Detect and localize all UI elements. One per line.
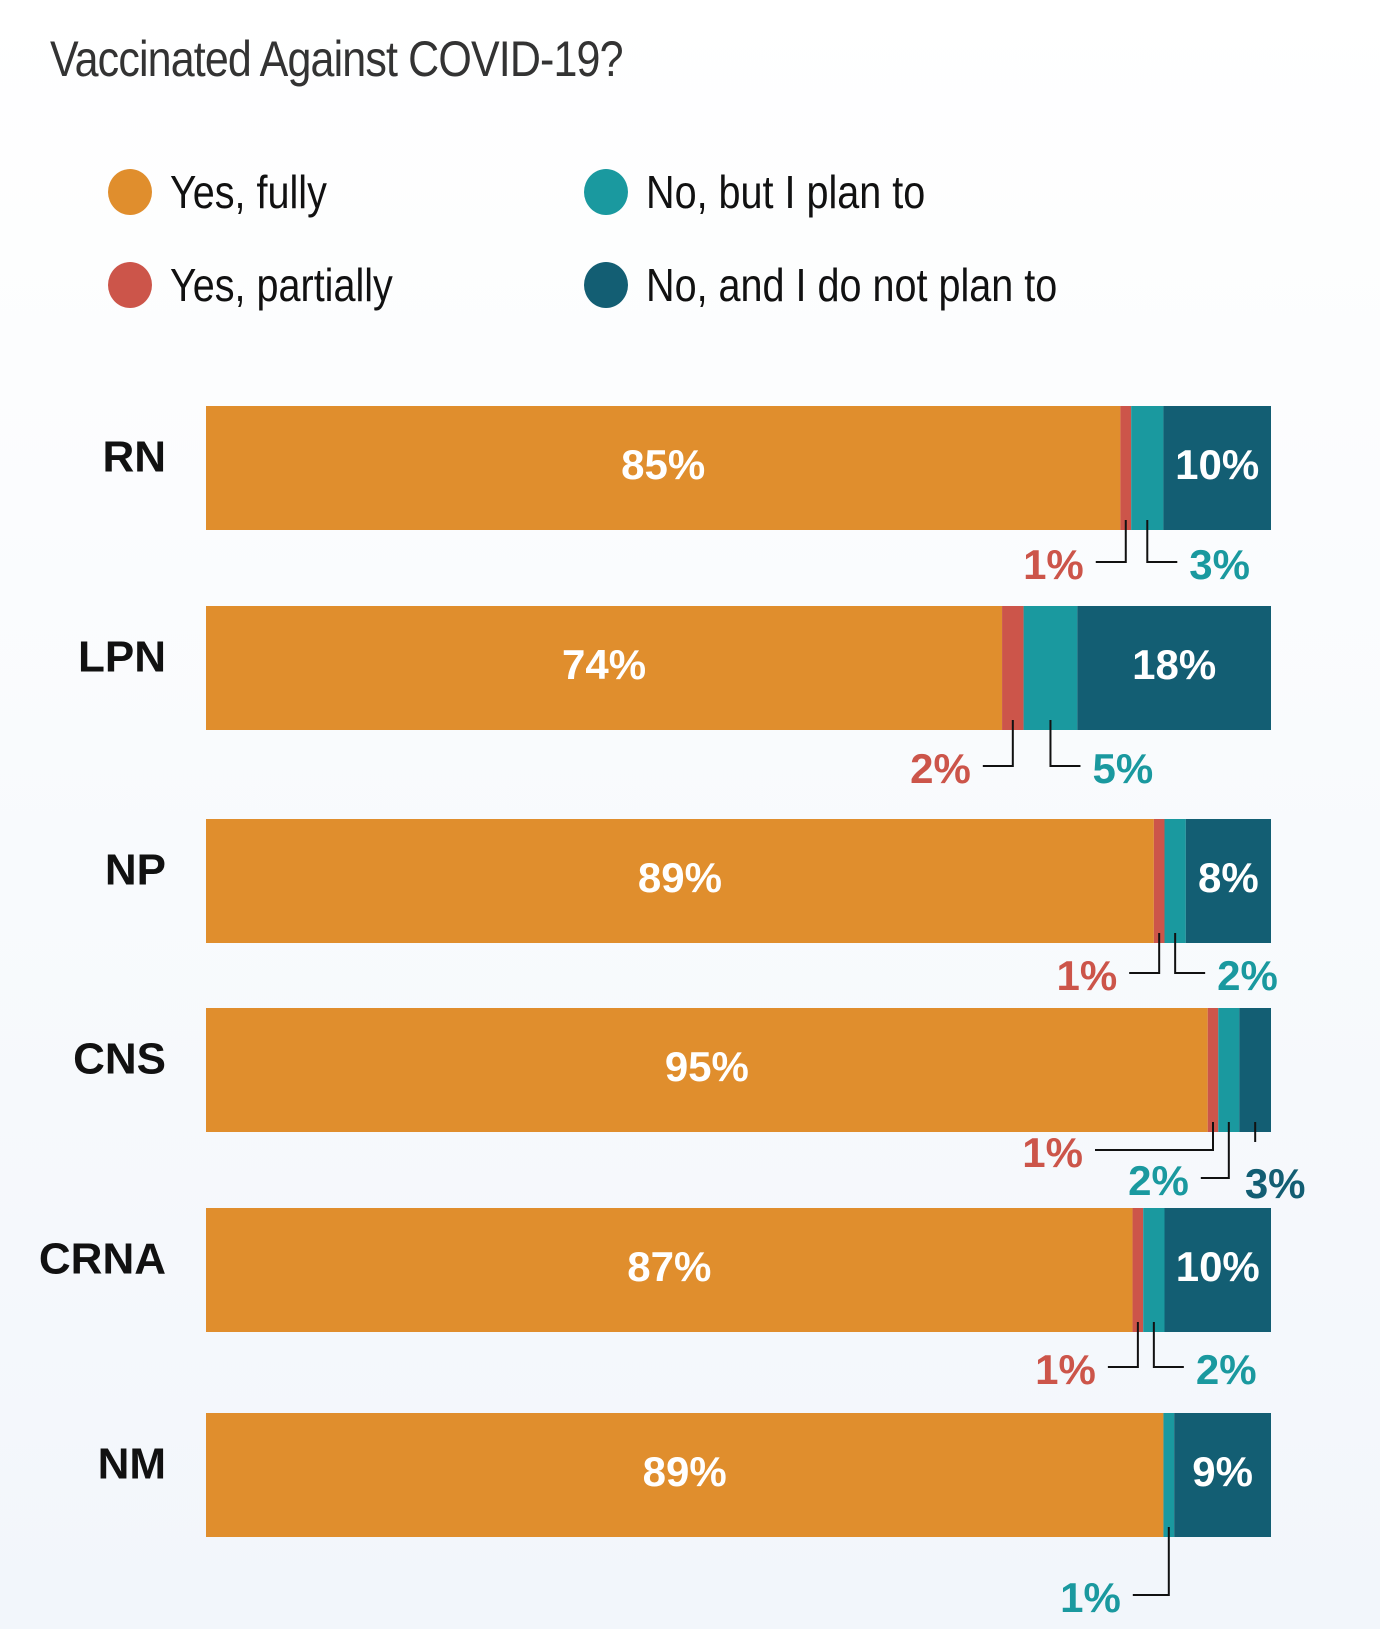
bar-segment: [1002, 606, 1024, 730]
bar-segment: [206, 1208, 1133, 1332]
leader-line: [1200, 1122, 1230, 1179]
bar-segment: [1143, 1208, 1165, 1332]
legend-label: Yes, partially: [170, 259, 393, 311]
callout-label: 1%: [1056, 952, 1117, 999]
bar-segment: [1023, 606, 1078, 730]
bar-segment: [1185, 819, 1271, 943]
bar-segment: [1164, 1208, 1271, 1332]
row-label-rn: RN: [102, 433, 166, 482]
callout-label: 2%: [1196, 1346, 1257, 1393]
bar-segment: [206, 1413, 1164, 1537]
bar-value-label: 10%: [1175, 441, 1259, 488]
bar-segment: [1207, 1008, 1219, 1132]
bar-segment: [206, 1008, 1208, 1132]
bar-value-label: 74%: [562, 641, 646, 688]
bar-segment: [1131, 406, 1164, 530]
leader-line: [1107, 1322, 1139, 1368]
leader-line: [1129, 933, 1161, 974]
callout-label: 1%: [1060, 1574, 1121, 1621]
bar-value-label: 8%: [1198, 854, 1259, 901]
bar-value-label: 87%: [627, 1243, 711, 1290]
legend-item-no-plan-to: No, but I plan to: [584, 165, 971, 219]
bar-segment: [1174, 1413, 1271, 1537]
bar-value-label: 9%: [1192, 1448, 1253, 1495]
bar-segment: [1218, 1008, 1240, 1132]
row-label-lpn: LPN: [78, 633, 166, 682]
chart-title: Vaccinated Against COVID-19?: [50, 31, 624, 87]
bar-segment: [206, 406, 1121, 530]
legend-item-no-not-plan-to: No, and I do not plan to: [584, 258, 1124, 312]
bar-segment: [1120, 406, 1132, 530]
legend-swatch: [584, 169, 628, 215]
legend-item-yes-fully: Yes, fully: [108, 165, 352, 219]
leader-line: [1095, 1122, 1215, 1151]
bar-segment: [1163, 1413, 1175, 1537]
bar-segment: [1077, 606, 1271, 730]
legend-label: No, and I do not plan to: [646, 259, 1058, 311]
bar-segment: [206, 819, 1154, 943]
leader-line: [1174, 933, 1206, 974]
callout-label: 1%: [1022, 1129, 1083, 1176]
leader-line: [1049, 720, 1081, 767]
bar-value-label: 85%: [621, 441, 705, 488]
bar-segment: [1163, 406, 1271, 530]
legend-label: No, but I plan to: [646, 166, 926, 218]
callout-label: 2%: [1128, 1157, 1189, 1204]
bar-segment: [206, 606, 1003, 730]
callout-label: 2%: [910, 745, 971, 792]
legend-item-yes-partially: Yes, partially: [108, 258, 429, 312]
callout-label: 3%: [1189, 541, 1250, 588]
bar-segment: [1153, 819, 1165, 943]
callout-label: 3%: [1245, 1160, 1306, 1207]
callout-label: 2%: [1217, 952, 1278, 999]
callout-label: 1%: [1023, 541, 1084, 588]
row-label-nm: NM: [98, 1440, 166, 1489]
callout-label: 5%: [1092, 745, 1153, 792]
legend-swatch: [108, 169, 152, 215]
legend-swatch: [584, 262, 628, 308]
bar-value-label: 89%: [643, 1448, 727, 1495]
bar-value-label: 95%: [665, 1043, 749, 1090]
legend-swatch: [108, 262, 152, 308]
bar-value-label: 10%: [1176, 1243, 1260, 1290]
leader-line: [982, 720, 1014, 767]
bar-segment: [1164, 819, 1186, 943]
bar-segment: [1132, 1208, 1144, 1332]
leader-line: [1146, 520, 1178, 563]
bar-segment: [1239, 1008, 1271, 1132]
row-label-np: NP: [105, 846, 166, 895]
bar-value-label: 18%: [1132, 641, 1216, 688]
bar-value-label: 89%: [638, 854, 722, 901]
row-label-cns: CNS: [73, 1035, 166, 1084]
leader-line: [1095, 520, 1127, 563]
leader-line: [1132, 1527, 1170, 1596]
callout-label: 1%: [1035, 1346, 1096, 1393]
leader-line: [1152, 1322, 1184, 1368]
legend-label: Yes, fully: [170, 166, 327, 218]
row-label-crna: CRNA: [39, 1235, 166, 1284]
